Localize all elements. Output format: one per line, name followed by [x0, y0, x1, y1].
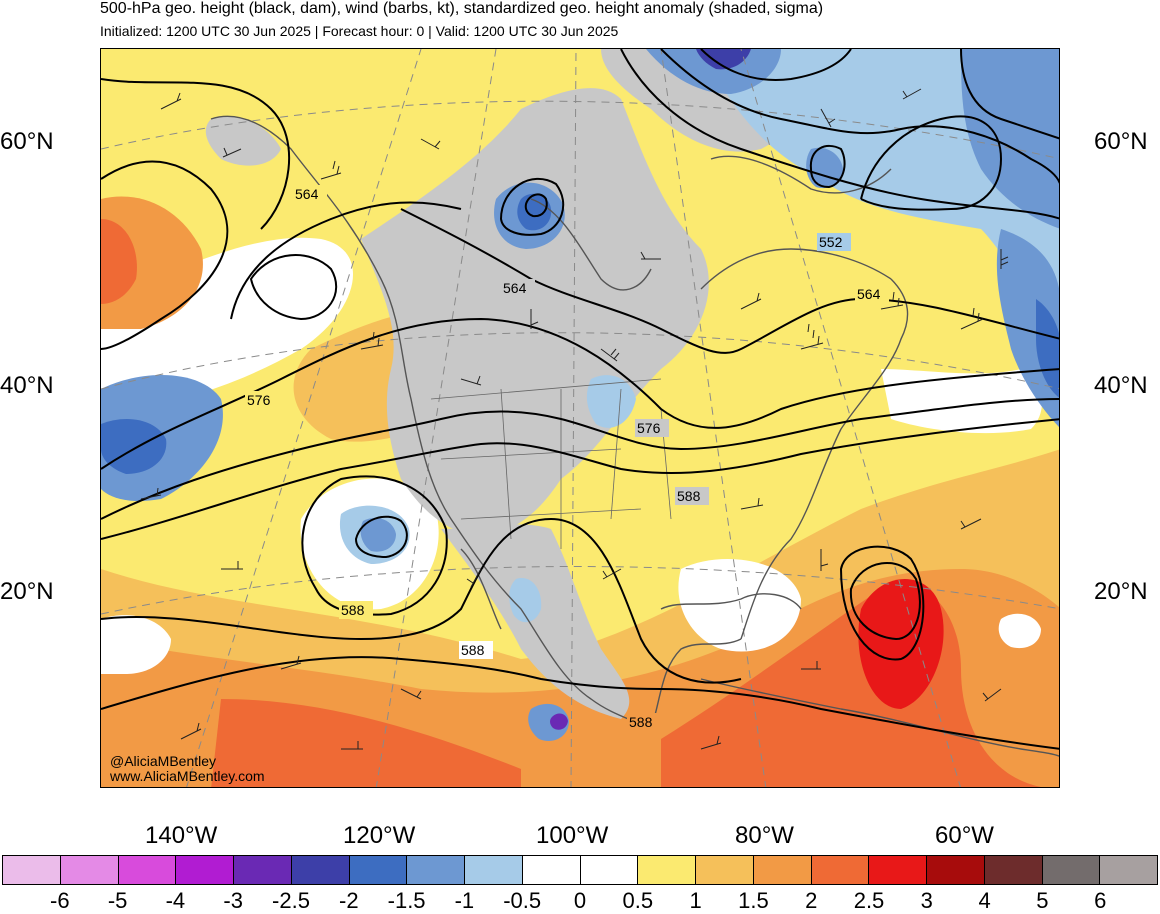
credit-twitter: @AliciaMBentley	[110, 753, 217, 769]
state-borders	[430, 378, 672, 549]
lat-label-left-20n: 20°N	[0, 578, 54, 605]
contour-label: 588	[461, 642, 485, 658]
colorbar-tick-label: -1	[454, 888, 475, 913]
colorbar-swatch	[869, 856, 927, 884]
colorbar-swatch	[522, 856, 581, 884]
anomaly-blue-labrador-deep	[1036, 299, 1059, 398]
lat-label-left-60n: 60°N	[0, 128, 54, 155]
colorbar-tick-label: 2.5	[853, 888, 885, 913]
anomaly-orange-ne-pacific	[101, 196, 203, 329]
land-gray-mexico	[441, 524, 630, 719]
colorbar-tick-label: 0	[573, 888, 587, 913]
colorbar-swatch	[811, 856, 870, 884]
colorbar-swatch	[1042, 856, 1101, 884]
contour-label: 576	[247, 392, 271, 408]
colorbar-tick-label: -2	[339, 888, 359, 913]
anomaly-blue-north-top-deep	[696, 49, 751, 70]
contour-label: 588	[677, 488, 701, 504]
anomaly-white-atlantic-east	[881, 369, 1042, 434]
colorbar-swatch	[465, 856, 523, 884]
colorbar-swatch	[407, 856, 465, 884]
anomaly-blue-pacific-deep	[101, 419, 167, 474]
colorbar-tick-label: 1.5	[738, 888, 769, 913]
lon-label-140w: 140°W	[145, 822, 218, 849]
wind-barbs	[140, 88, 1009, 750]
map-title: 500-hPa geo. height (black, dam), wind (…	[100, 0, 824, 17]
colorbar-swatch	[291, 856, 350, 884]
land-gray-alaska	[205, 116, 281, 166]
colorbar-swatch	[696, 856, 754, 884]
anomaly-blue-baja-low-mid	[360, 517, 396, 552]
lat-label-right-60n: 60°N	[1094, 128, 1148, 155]
anomaly-blue-north-top	[646, 49, 781, 94]
colorbar-tick-label: -5	[107, 888, 128, 913]
contour-label: 588	[629, 714, 653, 730]
anomaly-blue-epac-low	[528, 703, 569, 741]
contour-label: 588	[341, 602, 365, 618]
lat-label-right-40n: 40°N	[1094, 372, 1148, 399]
colorbar-swatch	[349, 856, 408, 884]
lat-label-left-40n: 40°N	[0, 372, 54, 399]
colorbar-tick-label: 2	[805, 888, 818, 913]
colorbar-swatch	[984, 856, 1043, 884]
colorbar-swatch	[60, 856, 119, 884]
contour-label: 564	[857, 286, 881, 302]
anomaly-blue-atlantic-north-mid	[961, 49, 1059, 229]
land-gray-canada-us	[361, 88, 709, 539]
colorbar	[2, 855, 1158, 885]
anomaly-blue-great-lakes	[586, 375, 636, 428]
colorbar-tick-label: -3	[223, 888, 243, 913]
contour-label-group: 564 564 552 564 576 576 588 588 588 588	[245, 185, 889, 731]
colorbar-tick-label: 0.5	[622, 888, 654, 913]
lon-label-60w: 60°W	[935, 822, 994, 849]
colorbar-tick-label: -6	[50, 888, 70, 913]
lon-label-80w: 80°W	[735, 822, 794, 849]
anomaly-white-pacific-south	[101, 615, 171, 674]
anomaly-white-atlantic-small	[998, 613, 1041, 649]
colorbar-tick-label: 3	[920, 888, 933, 913]
colorbar-tick-label: 1	[689, 888, 702, 913]
contour-label: 576	[637, 420, 661, 436]
colorbar-swatch	[3, 856, 61, 884]
colorbar-tick-label: 5	[1036, 888, 1049, 913]
colorbar-swatch	[118, 856, 177, 884]
anomaly-blue-epac-low-deep	[550, 713, 568, 730]
colorbar-swatch	[176, 856, 234, 884]
colorbar-tick-label: -0.5	[503, 888, 542, 913]
map-subtitle: Initialized: 1200 UTC 30 Jun 2025 | Fore…	[100, 23, 619, 39]
colorbar-swatch	[1100, 856, 1157, 884]
colorbar-tick-label: 6	[1094, 888, 1107, 913]
anomaly-blue-labrador	[996, 229, 1059, 427]
map-panel: 564 564 552 564 576 576 588 588 588 588	[100, 48, 1060, 788]
graticule	[101, 49, 1059, 787]
contour-label: 552	[819, 234, 843, 250]
colorbar-tick-label: 4	[978, 888, 991, 913]
colorbar-swatch	[753, 856, 812, 884]
map-canvas: 564 564 552 564 576 576 588 588 588 588	[101, 49, 1059, 787]
colorbar-swatch	[638, 856, 696, 884]
colorbar-tick-label: -4	[165, 888, 186, 913]
coastlines	[210, 115, 1059, 757]
colorbar-swatch	[234, 856, 292, 884]
colorbar-tick-label: -1.5	[387, 888, 426, 913]
lon-label-100w: 100°W	[536, 822, 609, 849]
anomaly-red-south	[211, 583, 1042, 787]
colorbar-tick-label: -2.5	[272, 888, 310, 913]
colorbar-swatch	[927, 856, 985, 884]
colorbar-swatch	[580, 856, 639, 884]
credit-website: www.AliciaMBentley.com	[110, 768, 265, 784]
contour-label: 564	[295, 186, 319, 202]
lat-label-right-20n: 20°N	[1094, 578, 1148, 605]
anomaly-blue-mexico	[509, 578, 542, 623]
anomaly-red-ne-pacific	[101, 219, 137, 304]
lon-label-120w: 120°W	[343, 822, 416, 849]
contour-label: 564	[503, 280, 527, 296]
